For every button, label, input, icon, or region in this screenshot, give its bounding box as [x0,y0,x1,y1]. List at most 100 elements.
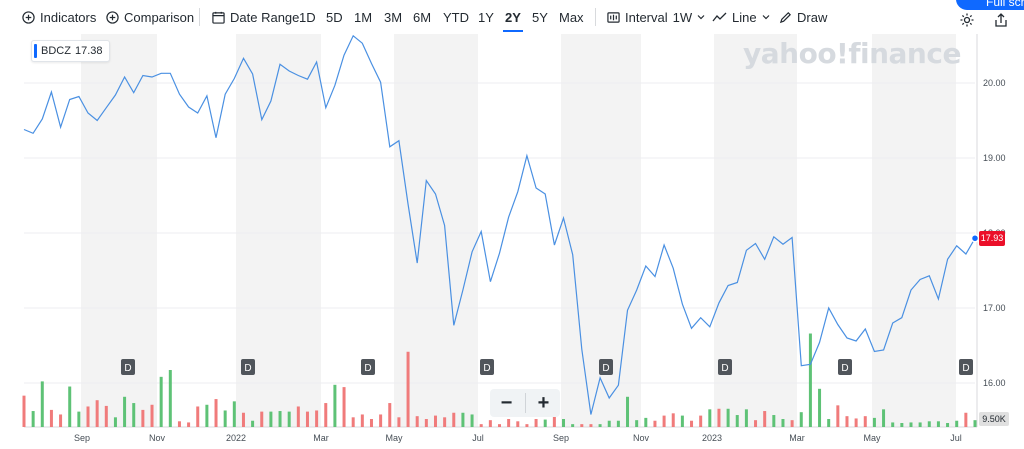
volume-bar [278,411,282,427]
chevron-down-icon [697,15,705,20]
dividend-marker-box [241,359,255,375]
volume-bar [150,404,154,427]
range-3m[interactable]: 3M [384,9,403,25]
last-price-label: 17.93 [979,231,1005,246]
line-type-button[interactable]: Line [712,8,770,26]
volume-bar [799,412,803,427]
volume-bar [113,417,117,427]
volume-bar [443,417,447,427]
interval-button[interactable]: Interval 1W [607,8,705,26]
volume-bar [744,409,748,427]
volume-bar [717,408,721,427]
draw-label: Draw [797,9,828,25]
volume-bar [973,420,977,427]
interval-label: Interval [625,9,668,25]
range-ytd[interactable]: YTD [443,9,469,25]
volume-bar [552,414,556,427]
volume-bar [296,406,300,427]
volume-bar [269,411,273,427]
volume-bar [882,409,886,427]
zoom-controls: − + [490,389,560,417]
volume-bar [946,423,950,427]
dividend-marker[interactable]: D [480,359,494,375]
fullscreen-button[interactable]: Full scre [956,0,1024,10]
y-tick-label: 16.00 [983,378,1006,388]
volume-bar [726,408,730,427]
volume-bar [223,410,227,427]
volume-bar [571,424,575,427]
dividend-marker[interactable]: D [718,359,732,375]
dividend-marker[interactable]: D [241,359,255,375]
dividend-marker[interactable]: D [121,359,135,375]
dividend-marker-label: D [602,363,609,374]
y-tick-label: 20.00 [983,78,1006,88]
dividend-marker[interactable]: D [361,359,375,375]
volume-bar [918,422,922,427]
volume-bar [360,414,364,427]
volume-bar [488,420,492,427]
pencil-icon [779,11,791,23]
range-max[interactable]: Max [559,9,584,25]
volume-bar [818,388,822,427]
dividend-marker[interactable]: D [599,359,613,375]
gear-icon[interactable] [959,12,975,28]
dividend-marker-label: D [124,363,131,374]
volume-bar [123,396,127,427]
volume-bar [516,421,520,427]
indicators-button[interactable]: Indicators [22,8,96,26]
range-1y[interactable]: 1Y [478,9,494,25]
x-tick-label: Mar [789,433,805,443]
comparison-button[interactable]: Comparison [106,8,194,26]
volume-bar [452,412,456,427]
range-1d[interactable]: 1D [299,9,316,25]
volume-bar [699,415,703,427]
volume-bar [735,415,739,427]
dividend-marker[interactable]: D [838,359,852,375]
volume-bar [187,422,191,427]
volume-bar [635,420,639,427]
dividend-marker[interactable]: D [959,359,973,375]
date-range-button[interactable]: Date Range [212,8,299,26]
volume-bar [49,409,53,427]
zoom-divider [524,393,526,413]
line-chart-icon [712,12,727,22]
zoom-in-button[interactable]: + [537,392,550,414]
volume-bar [936,421,940,427]
volume-bar [763,411,767,427]
volume-bar [708,409,712,427]
y-tick-label: 19.00 [983,153,1006,163]
x-tick-label: Jul [472,433,484,443]
volume-bar [251,420,255,427]
volume-bar [95,400,99,427]
draw-button[interactable]: Draw [779,8,827,26]
volume-bar [77,411,81,427]
zoom-out-button[interactable]: − [500,392,513,414]
share-icon[interactable] [993,12,1009,28]
volume-bar [598,424,602,427]
date-range-label: Date Range [230,9,300,25]
volume-bar [808,333,812,427]
dividend-marker-box [361,359,375,375]
plus-circle-icon [106,10,119,24]
volume-bar [369,419,373,427]
range-1m[interactable]: 1M [354,9,373,25]
range-6m[interactable]: 6M [413,9,432,25]
volume-bar [241,412,245,427]
x-tick-label: May [385,433,403,443]
volume-bar [388,403,392,427]
volume-bar [333,384,337,427]
range-2y[interactable]: 2Y [503,9,523,32]
volume-bar [168,370,172,427]
interval-icon [607,11,620,23]
x-tick-label: Mar [313,433,329,443]
range-5d[interactable]: 5D [326,9,343,25]
dividend-marker-label: D [721,363,728,374]
volume-bar [406,351,410,427]
range-5y[interactable]: 5Y [532,9,548,25]
volume-bar [159,376,163,427]
series-legend[interactable]: BDCZ 17.38 [31,40,111,62]
volume-bar [845,416,849,427]
volume-bar [543,419,547,427]
volume-bar [132,403,136,427]
